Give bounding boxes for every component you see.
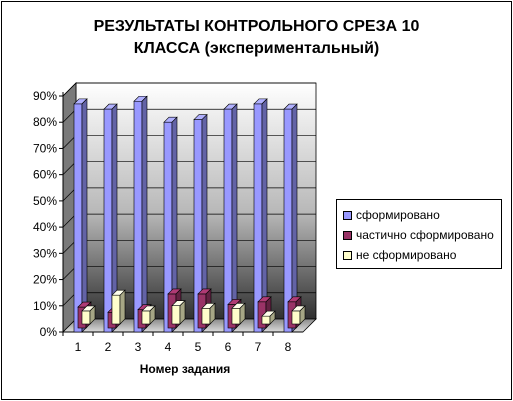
legend: сформировано частично сформировано не сф… (336, 199, 502, 269)
chart-title: РЕЗУЛЬТАТЫ КОНТРОЛЬНОГО СРЕЗА 10 КЛАССА … (2, 16, 511, 60)
x-tick-label: 1 (75, 340, 82, 354)
legend-item-series-2: частично сформировано (343, 227, 494, 243)
bar-front (133, 100, 143, 333)
x-tick-label: 8 (285, 340, 292, 354)
bar-side (231, 103, 238, 333)
gridline-side (62, 82, 77, 97)
x-tick-label: 4 (165, 340, 172, 354)
y-tick-label: 80% (33, 115, 57, 129)
y-tick-label: 0% (40, 325, 58, 339)
legend-label-series-1: сформировано (356, 208, 440, 222)
bar-side (81, 98, 88, 333)
y-tick-label: 10% (33, 299, 57, 313)
y-tick-label: 30% (33, 246, 57, 260)
bar (201, 302, 216, 325)
x-tick-label: 3 (135, 340, 142, 354)
bar-front (231, 307, 241, 325)
bar-front (253, 103, 263, 333)
bar (141, 305, 156, 325)
bar (73, 98, 88, 333)
bar (133, 95, 148, 333)
bar-side (179, 299, 186, 325)
bar (171, 299, 186, 325)
legend-item-series-3: не сформировано (343, 247, 456, 263)
y-tick-label: 20% (33, 273, 57, 287)
legend-swatch-series-2 (343, 230, 352, 240)
bar (223, 103, 238, 333)
bar-side (239, 302, 246, 325)
legend-swatch-series-1 (343, 210, 352, 220)
bar-side (119, 289, 126, 325)
bar-front (171, 305, 181, 325)
bar-front (81, 310, 91, 325)
bar-side (149, 305, 156, 325)
chart-title-line1: РЕЗУЛЬТАТЫ КОНТРОЛЬНОГО СРЕЗА 10 (93, 18, 420, 35)
bar (253, 98, 268, 333)
bar-side (209, 302, 216, 325)
bar-front (261, 315, 271, 325)
bar-side (141, 95, 148, 333)
legend-label-series-2: частично сформировано (356, 228, 494, 242)
legend-item-series-1: сформировано (343, 207, 440, 223)
bar (231, 302, 246, 325)
y-tick-label: 50% (33, 194, 57, 208)
y-tick-label: 40% (33, 220, 57, 234)
x-tick-label: 5 (195, 340, 202, 354)
x-tick-label: 6 (225, 340, 232, 354)
bar-front (201, 307, 211, 325)
legend-swatch-series-3 (343, 250, 352, 260)
bar (81, 305, 96, 325)
bar (111, 289, 126, 325)
bar-front (111, 294, 121, 325)
bar-side (299, 305, 306, 325)
bar (283, 103, 298, 333)
bar (163, 116, 178, 333)
floor (62, 318, 317, 333)
chart-title-line2: КЛАССА (экспериментальный) (133, 40, 380, 57)
y-tick-label: 70% (33, 141, 57, 155)
bar-front (141, 310, 151, 325)
y-tick-label: 60% (33, 168, 57, 182)
bar-front (223, 108, 233, 333)
x-tick-label: 7 (255, 340, 262, 354)
bar-front (291, 310, 301, 325)
bar (193, 113, 208, 333)
x-tick-label: 2 (105, 340, 112, 354)
bar (291, 305, 306, 325)
bar-front (73, 103, 83, 333)
bar (261, 310, 276, 325)
bar-front (103, 108, 113, 333)
bar-side (89, 305, 96, 325)
x-axis-title: Номер задания (140, 362, 230, 376)
legend-label-series-3: не сформировано (356, 248, 457, 262)
y-tick-label: 90% (33, 89, 57, 103)
bar-side (269, 310, 276, 325)
